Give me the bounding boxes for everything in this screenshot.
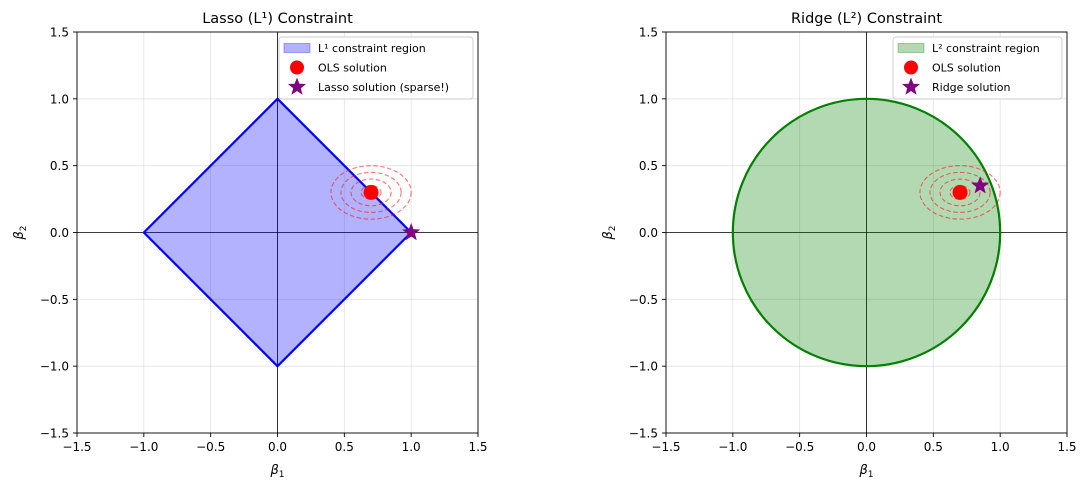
ridge-contour-0 (949, 185, 971, 200)
ridge-xtick-label-4: 0.5 (924, 440, 943, 454)
ridge-loss-contours (919, 165, 1001, 220)
ridge-ytick-label-1: −1.0 (629, 360, 658, 374)
lasso-contour-0 (360, 185, 382, 200)
lasso-legend-label-1: OLS solution (318, 62, 387, 75)
ridge-legend-label-0: L² constraint region (932, 42, 1040, 55)
lasso-ytick-label-4: 0.5 (50, 159, 69, 173)
lasso-legend-swatch-2 (287, 77, 307, 95)
lasso-ytick-label-2: −0.5 (40, 293, 69, 307)
lasso-contour-3 (330, 165, 412, 220)
ridge-xtick-label-1: −1.0 (718, 440, 747, 454)
ridge-points (952, 176, 990, 200)
lasso-ytick-label-1: −1.0 (40, 360, 69, 374)
ridge-ytick-label-2: −0.5 (629, 293, 658, 307)
lasso-ylabel: β2 (12, 225, 29, 240)
ridge-xtick-label-3: 0.0 (857, 440, 876, 454)
lasso-xtick-label-2: −0.5 (196, 440, 225, 454)
ridge-constraint-region (731, 97, 1002, 368)
ridge-solution-star (971, 176, 990, 194)
ridge-xtick-label-0: −1.5 (651, 440, 680, 454)
lasso-xlabel: β1 (269, 463, 284, 480)
ridge-legend-box (892, 36, 1063, 100)
ridge-contour-1 (939, 178, 981, 207)
ridge-legend-label-2: Ridge solution (932, 81, 1011, 94)
lasso-ols-point (363, 184, 379, 200)
lasso-title: Lasso (L¹) Constraint (202, 11, 353, 27)
lasso-solution-star (402, 223, 421, 241)
ridge-ytick-label-5: 1.0 (639, 92, 658, 106)
lasso-ytick-label-5: 1.0 (50, 92, 69, 106)
lasso-ytick-label-3: 0.0 (50, 226, 69, 240)
lasso-contour-2 (340, 171, 402, 213)
lasso-panel: Lasso (L¹) Constraint −1.5−1.5 −1.0 −1.0 −0… (12, 11, 488, 480)
ridge-ytick-label-0: −1.5 (629, 427, 658, 441)
lasso-points (363, 184, 421, 241)
ridge-ticks: −1.5−1.5 −1.0 −1.0 −0.5 −0.5 0.0 0.0 0.5 0.5 1.0 1… (629, 26, 1077, 455)
lasso-legend-label-0: L¹ constraint region (318, 42, 426, 55)
lasso-ytick-label-0: −1.5 (40, 427, 69, 441)
lasso-xtick-label-0: −1.5 (62, 440, 91, 454)
ridge-ytick-label-6: 1.5 (639, 26, 658, 40)
ridge-contour-2 (929, 171, 991, 213)
lasso-ticks: −1.5−1.5 −1.0 −1.0 −0.5 −0.5 0.0 0.0 0.5 0.5 1.0 1… (40, 26, 488, 455)
lasso-constraint-region (142, 97, 413, 368)
lasso-xtick-label-1: −1.0 (129, 440, 158, 454)
ridge-xlabel: β1 (858, 463, 873, 480)
lasso-xtick-label-4: 0.5 (335, 440, 354, 454)
lasso-ytick-label-6: 1.5 (50, 26, 69, 40)
ridge-legend-swatch-1 (904, 60, 918, 75)
lasso-legend-label-2: Lasso solution (sparse!) (318, 81, 449, 94)
ridge-contour-3 (919, 165, 1001, 220)
lasso-legend: L¹ constraint region OLS solution Lasso so… (278, 36, 474, 100)
lasso-xtick-label-3: 0.0 (268, 440, 287, 454)
ridge-ytick-label-3: 0.0 (639, 226, 658, 240)
ridge-ylabel: β2 (601, 225, 618, 240)
lasso-loss-contours (330, 165, 412, 220)
ridge-legend-label-1: OLS solution (932, 62, 1001, 75)
ridge-title: Ridge (L²) Constraint (791, 11, 942, 27)
ridge-xtick-label-5: 1.0 (991, 440, 1010, 454)
ridge-ols-point (952, 184, 968, 200)
lasso-xtick-label-5: 1.0 (402, 440, 421, 454)
ridge-panel: Ridge (L²) Constraint −1.5−1.5 −1.0 −1.0 −0… (601, 11, 1077, 480)
ridge-legend-swatch-2 (901, 77, 921, 95)
ridge-ytick-label-4: 0.5 (639, 159, 658, 173)
lasso-legend-box (278, 36, 474, 100)
lasso-legend-swatch-1 (290, 60, 304, 75)
lasso-legend-swatch-0 (283, 43, 311, 53)
ridge-xtick-label-6: 1.5 (1057, 440, 1076, 454)
lasso-contour-1 (350, 178, 392, 207)
ridge-legend-swatch-0 (897, 43, 925, 53)
ridge-xtick-label-2: −0.5 (785, 440, 814, 454)
lasso-xtick-label-6: 1.5 (468, 440, 487, 454)
ridge-legend: L² constraint region OLS solution Ridge so… (892, 36, 1063, 100)
